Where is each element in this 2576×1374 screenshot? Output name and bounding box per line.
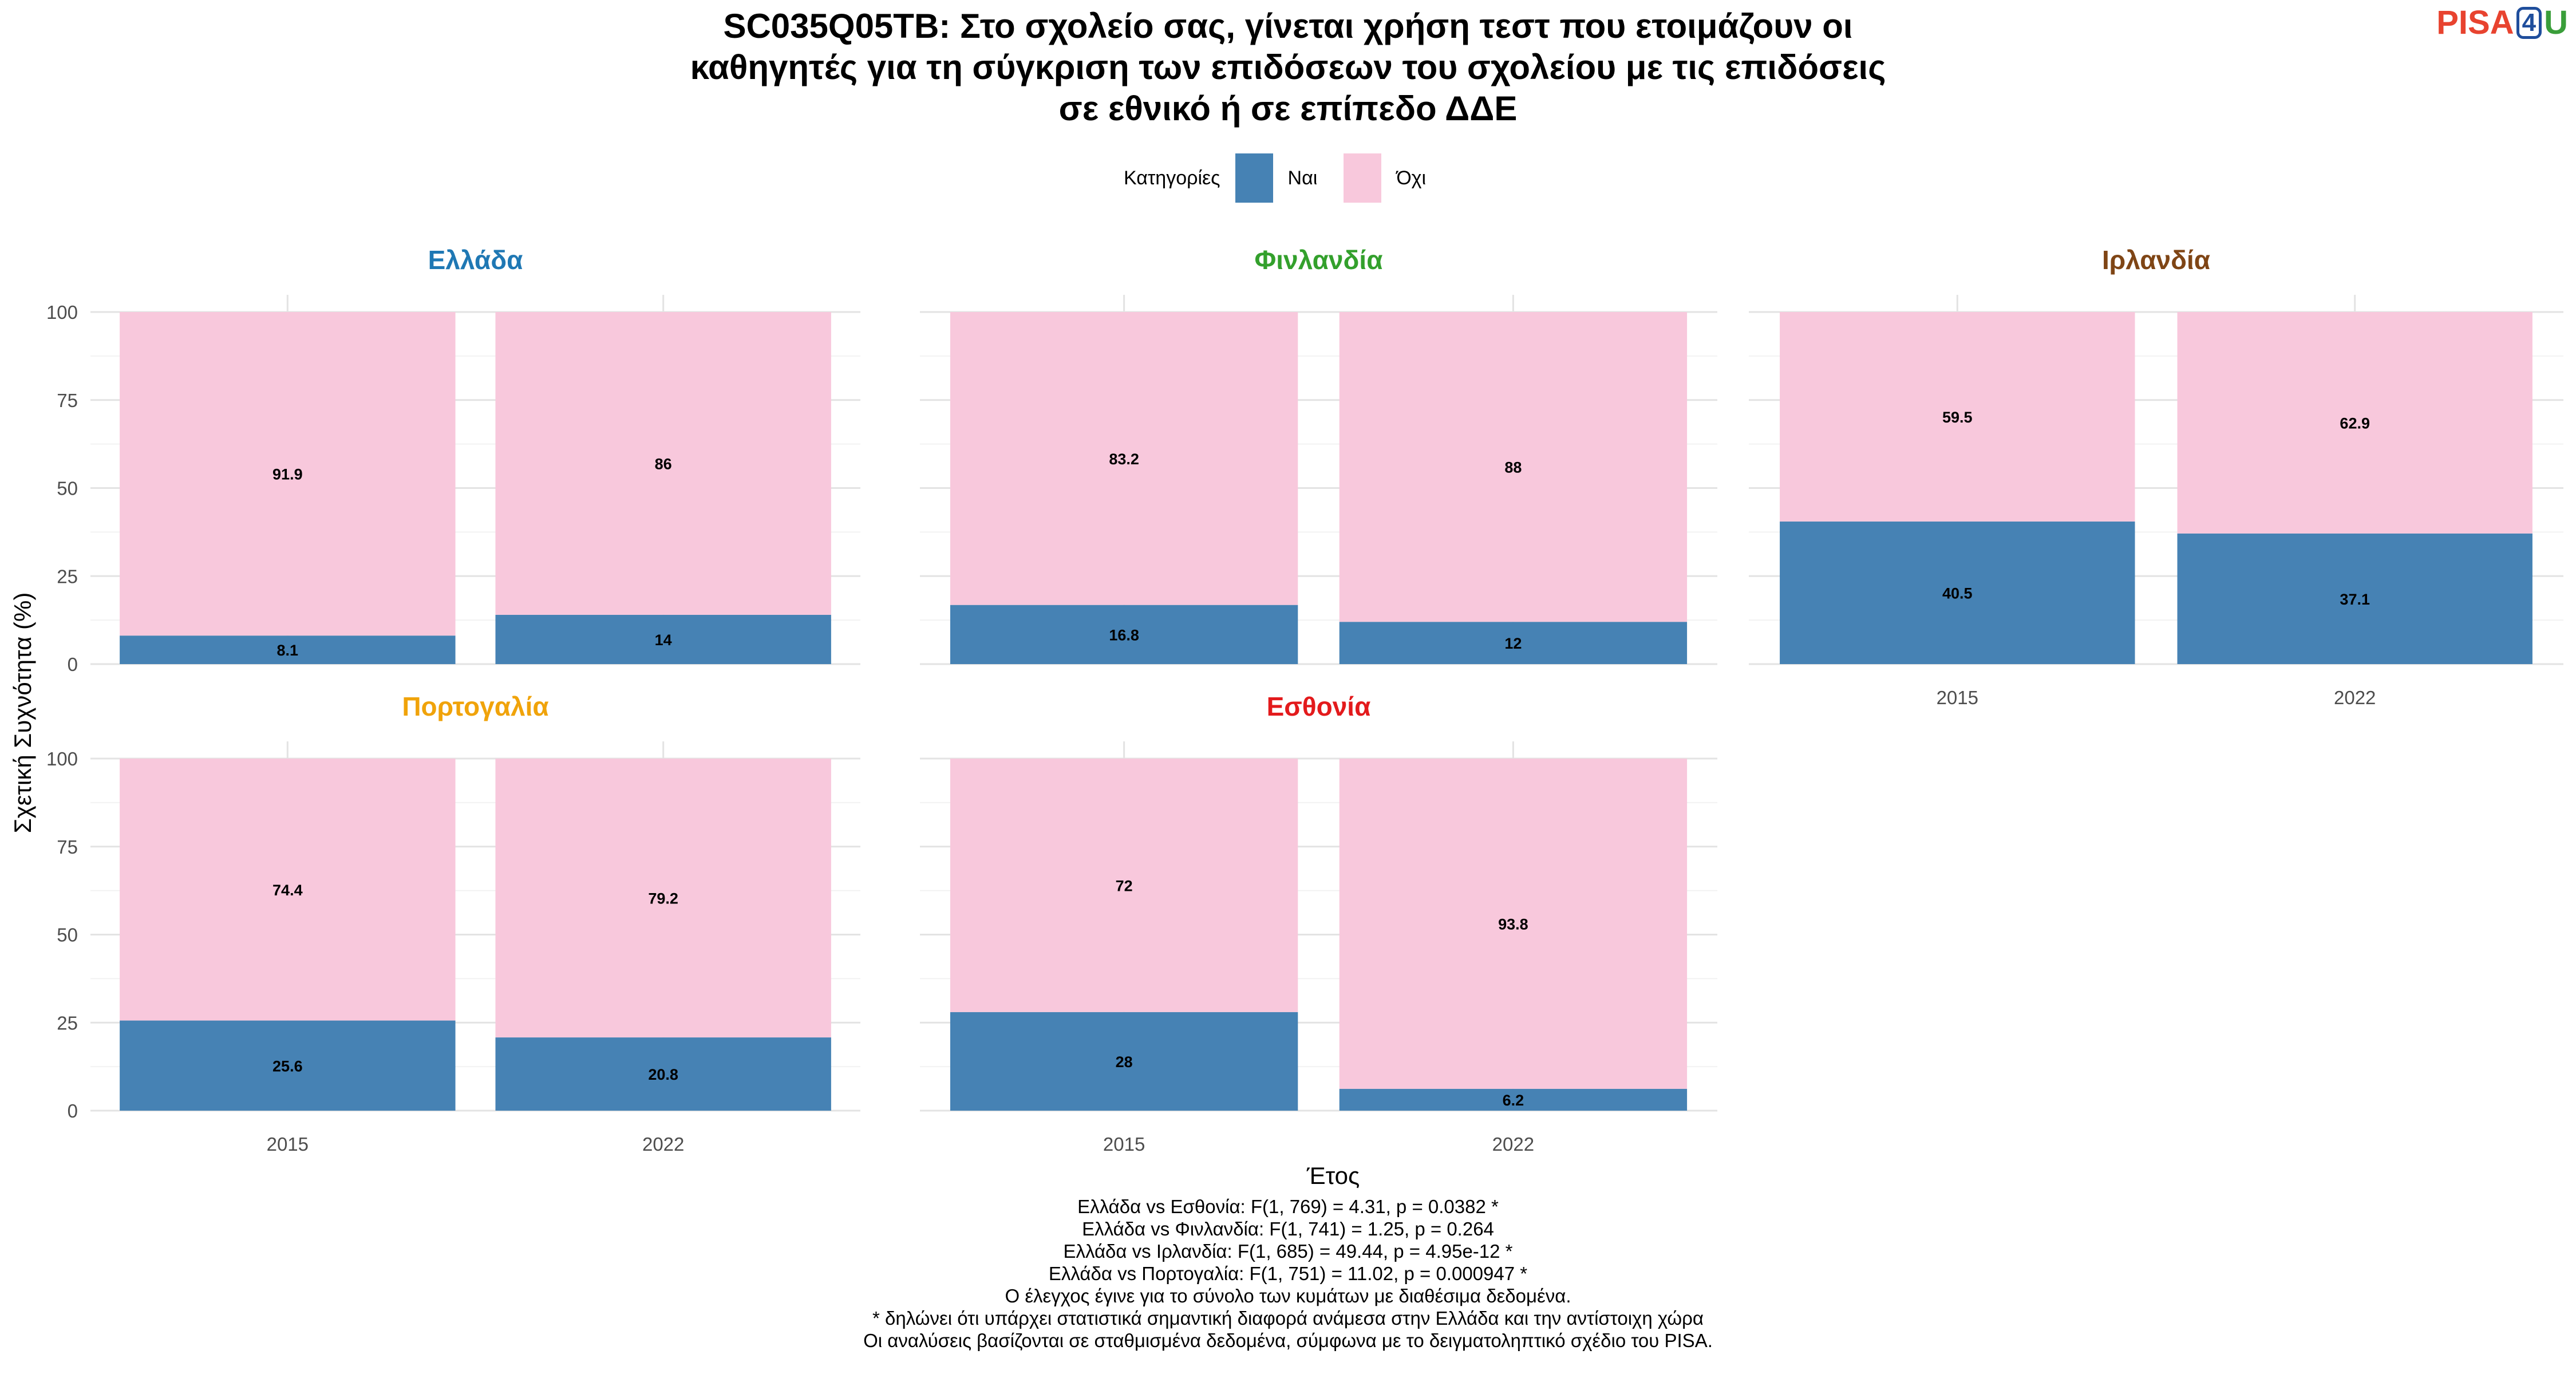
- title-line: SC035Q05TB: Στο σχολείο σας, γίνεται χρή…: [723, 7, 1853, 45]
- data-label: 37.1: [2340, 591, 2370, 608]
- title-line: σε εθνικό ή σε επίπεδο ΔΔΕ: [1058, 89, 1518, 128]
- bar-segment-oxi: [120, 759, 456, 1021]
- bar-segment-oxi: [120, 312, 456, 636]
- data-label: 83.2: [1109, 451, 1139, 468]
- footnote-line: Ελλάδα vs Πορτογαλία: F(1, 751) = 11.02,…: [1048, 1263, 1528, 1284]
- data-label: 88: [1504, 459, 1522, 476]
- x-tick-label: 2022: [2334, 687, 2376, 708]
- footnote-line: Ελλάδα vs Εσθονία: F(1, 769) = 4.31, p =…: [1077, 1196, 1499, 1217]
- y-tick-label: 100: [46, 748, 78, 769]
- legend: Κατηγορίες Ναι Όχι: [0, 153, 2576, 203]
- y-tick-label: 100: [46, 302, 78, 323]
- logo-pisa-text: PISA: [2436, 4, 2514, 41]
- footnote-line: * δηλώνει ότι υπάρχει στατιστικά σημαντι…: [872, 1308, 1704, 1329]
- footnote-line: Οι αναλύσεις βασίζονται σε σταθμισμένα δ…: [863, 1330, 1713, 1351]
- y-tick-label: 50: [57, 925, 78, 946]
- x-tick-label: 2015: [267, 1134, 309, 1155]
- title-line: καθηγητές για τη σύγκριση των επιδόσεων …: [690, 48, 1886, 86]
- y-tick-label: 25: [57, 566, 78, 587]
- y-axis-title: Σχετική Συχνότητα (%): [9, 593, 36, 834]
- legend-label-oxi: Όχι: [1396, 167, 1427, 189]
- bar-segment-oxi: [1339, 312, 1688, 622]
- legend-label-nai: Ναι: [1287, 167, 1318, 189]
- data-label: 74.4: [272, 882, 303, 899]
- bar-segment-nai: [1339, 1088, 1688, 1111]
- facet-title: Ιρλανδία: [2102, 245, 2210, 275]
- data-label: 40.5: [1942, 585, 1973, 602]
- footnote-line: Ελλάδα vs Ιρλανδία: F(1, 685) = 49.44, p…: [1063, 1241, 1513, 1262]
- logo-u-text: U: [2544, 4, 2568, 41]
- data-label: 12: [1504, 635, 1522, 652]
- y-tick-label: 50: [57, 478, 78, 499]
- bar-segment-oxi: [1339, 759, 1688, 1089]
- data-label: 62.9: [2340, 414, 2370, 432]
- y-tick-label: 75: [57, 836, 78, 858]
- bar-segment-nai: [495, 614, 831, 664]
- facet-panel: Ελλάδα 8.1 91.9 14 86 0 25 50 75 100: [46, 245, 860, 675]
- x-tick-label: 2015: [1103, 1134, 1145, 1155]
- footnote-line: Ελλάδα vs Φινλανδία: F(1, 741) = 1.25, p…: [1082, 1218, 1494, 1239]
- bar-segment-nai: [1780, 521, 2135, 664]
- facet-panel: Φινλανδία 16.8 83.2 12 88: [920, 245, 1717, 665]
- data-label: 72: [1116, 877, 1133, 894]
- facet-panel: Εσθονία 28 72 6.2 93.8 2015 2022: [920, 692, 1717, 1155]
- bar-segment-nai: [1339, 622, 1688, 664]
- x-tick-label: 2022: [1492, 1134, 1534, 1155]
- bar-segment-oxi: [1780, 312, 2135, 522]
- x-tick-label: 2015: [1937, 687, 1978, 708]
- data-label: 16.8: [1109, 626, 1139, 643]
- data-label: 28: [1116, 1053, 1133, 1071]
- bar-segment-oxi: [495, 759, 831, 1038]
- bar-segment-oxi: [950, 312, 1298, 605]
- footnotes: Ελλάδα vs Εσθονία: F(1, 769) = 4.31, p =…: [572, 1195, 2004, 1352]
- x-tick-label: 2022: [642, 1134, 684, 1155]
- data-label: 86: [655, 455, 672, 472]
- data-label: 59.5: [1942, 409, 1973, 426]
- data-label: 8.1: [277, 642, 299, 659]
- y-tick-label: 25: [57, 1012, 78, 1033]
- y-tick-label: 0: [68, 654, 78, 675]
- legend-key-oxi: [1344, 153, 1382, 203]
- data-label: 79.2: [648, 890, 678, 907]
- facet-title: Πορτογαλία: [402, 692, 548, 721]
- facet-title: Φινλανδία: [1255, 245, 1383, 275]
- footnote-line: Ο έλεγχος έγινε για το σύνολο των κυμάτω…: [1005, 1285, 1571, 1306]
- bar-segment-oxi: [2177, 312, 2532, 534]
- bar-segment-oxi: [950, 759, 1298, 1012]
- data-label: 6.2: [1503, 1092, 1524, 1109]
- legend-title: Κατηγορίες: [1123, 167, 1220, 189]
- facet-title: Ελλάδα: [428, 245, 523, 275]
- bar-segment-nai: [495, 1037, 831, 1111]
- bar-segment-nai: [2177, 533, 2532, 664]
- bar-segment-nai: [950, 605, 1298, 664]
- data-label: 91.9: [272, 466, 303, 483]
- legend-key-nai: [1235, 153, 1273, 203]
- bar-segment-nai: [120, 635, 456, 664]
- pisa4u-logo: PISA 4 U: [2436, 5, 2568, 41]
- data-label: 20.8: [648, 1066, 678, 1083]
- chart-title: SC035Q05TB: Στο σχολείο σας, γίνεται χρή…: [515, 6, 2061, 129]
- data-label: 14: [655, 631, 672, 649]
- bar-segment-nai: [950, 1012, 1298, 1111]
- x-axis-title: Έτος: [1306, 1162, 1360, 1189]
- logo-four-badge: 4: [2516, 7, 2542, 39]
- facet-panel: Ιρλανδία 40.5 59.5 37.1 62.9 2015 2022: [1749, 245, 2563, 708]
- facet-title: Εσθονία: [1267, 692, 1371, 721]
- y-tick-label: 75: [57, 390, 78, 411]
- bar-segment-nai: [120, 1020, 456, 1111]
- data-label: 93.8: [1498, 915, 1528, 933]
- bar-segment-oxi: [495, 312, 831, 615]
- data-label: 25.6: [272, 1057, 303, 1075]
- y-tick-label: 0: [68, 1100, 78, 1122]
- facet-panel: Πορτογαλία 25.6 74.4 20.8 79.2 0 25 50 75 100 2015…: [46, 692, 860, 1155]
